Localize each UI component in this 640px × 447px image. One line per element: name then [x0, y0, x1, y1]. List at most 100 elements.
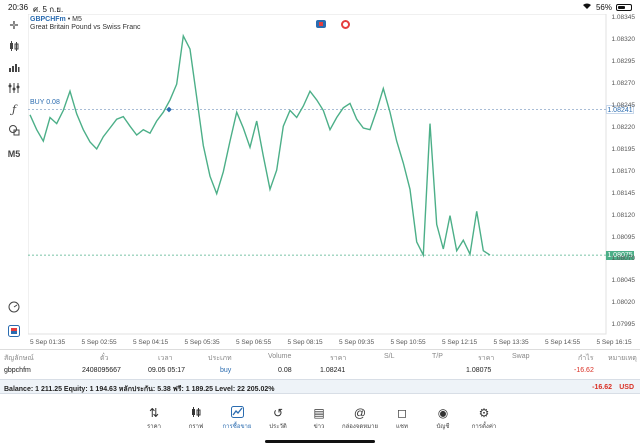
- clock: 20:36: [8, 3, 29, 12]
- nav-history-label: ประวัติ: [269, 424, 287, 430]
- price-series-line: [29, 33, 491, 258]
- plot-border: [28, 14, 607, 335]
- function-icon[interactable]: ƒ: [11, 102, 17, 116]
- timeframe-button[interactable]: M5: [7, 149, 21, 159]
- home-indicator: [265, 440, 375, 443]
- header-price: ราคา: [330, 355, 347, 362]
- nav-quotes-label: ราคา: [147, 424, 161, 430]
- broker-logo-icon[interactable]: [6, 324, 22, 338]
- header-comment: หมายเหตุ: [608, 355, 637, 362]
- y-tick-label: 1.08220: [611, 123, 636, 131]
- header-ticket: ตั๋ว: [100, 355, 109, 362]
- history-icon: ↺: [272, 406, 284, 420]
- nav-trade[interactable]: การซื้อขาย: [217, 406, 257, 431]
- header-current-price: ราคา: [478, 355, 495, 362]
- nav-chat[interactable]: ◻ แชท: [382, 406, 422, 431]
- y-tick-label: 1.08070: [611, 255, 636, 263]
- charts-icon: [176, 406, 216, 421]
- chart-symbol-description: Great Britain Pound vs Swiss Franc: [30, 24, 141, 31]
- y-tick-label: 1.08095: [611, 233, 636, 241]
- chat-icon: ◻: [397, 406, 407, 420]
- y-tick-label: 1.08020: [611, 299, 636, 307]
- status-right: 56%: [582, 2, 632, 12]
- buy-entry-marker: [166, 106, 172, 113]
- accounts-icon: ◉: [437, 406, 449, 420]
- nav-mailbox-label: กล่องจดหมาย: [341, 424, 379, 430]
- nav-news-label: ข่าว: [313, 424, 325, 430]
- x-tick-label: 5 Sep 04:15: [133, 339, 169, 346]
- row-volume: 0.08: [278, 367, 292, 374]
- y-tick-label: 1.08295: [611, 58, 636, 66]
- quotes-icon: ⇅: [148, 406, 160, 420]
- table-row[interactable]: gbpchfm 2408095667 09.05 05:17 buy 0.08 …: [0, 364, 640, 378]
- nav-charts-label: กราฟ: [188, 424, 204, 430]
- row-symbol: gbpchfm: [4, 367, 31, 374]
- y-tick-label: 1.08045: [611, 277, 636, 285]
- candles-icon[interactable]: [6, 39, 22, 53]
- x-tick-label: 5 Sep 06:55: [236, 339, 272, 346]
- y-tick-label: 1.08120: [611, 211, 636, 219]
- header-type: ประเภท: [208, 355, 232, 362]
- mailbox-icon: @: [353, 406, 367, 420]
- row-ticket: 2408095667: [82, 367, 121, 374]
- header-swap: Swap: [512, 353, 530, 360]
- chart-speed-icon[interactable]: [6, 300, 22, 314]
- row-current-price: 1.08075: [466, 367, 492, 374]
- x-tick-label: 5 Sep 08:15: [287, 339, 323, 346]
- x-tick-label: 5 Sep 02:55: [81, 339, 117, 346]
- objects-icon[interactable]: [6, 123, 22, 137]
- y-tick-label: 1.08245: [611, 102, 636, 110]
- account-summary: Balance: 1 211.25 Equity: 1 194.63 หลักป…: [0, 379, 640, 394]
- crosshair-icon[interactable]: ✛: [9, 19, 19, 32]
- settings-icon: ⚙: [478, 406, 490, 420]
- row-time: 09.05 05:17: [148, 367, 185, 374]
- trade-icon: [217, 406, 257, 421]
- chart-symbol-title: GBPCHFm • M5: [30, 16, 82, 23]
- trade-signal-icon[interactable]: [341, 20, 350, 29]
- y-tick-label: 1.08145: [611, 189, 636, 197]
- bottom-nav: ⇅ ราคา กราฟ การซื้อขาย ↺ ประวัติ ▤ ข่าว @ กล…: [0, 400, 640, 447]
- one-click-trading-icon[interactable]: [316, 20, 326, 28]
- buy-price-tag: 1.08241: [606, 105, 634, 115]
- y-tick-label: 1.08345: [611, 14, 636, 22]
- battery-percent: 56%: [595, 2, 612, 12]
- nav-accounts[interactable]: ◉ บัญชี: [423, 406, 463, 431]
- balance-text: Balance: 1 211.25 Equity: 1 194.63 หลักป…: [4, 386, 275, 393]
- y-tick-label: 1.07995: [611, 321, 636, 329]
- battery-fill: [618, 5, 625, 9]
- row-open-price: 1.08241: [320, 367, 346, 374]
- x-tick-label: 5 Sep 12:15: [442, 339, 478, 346]
- date: ศ. 5 ก.ย.: [33, 5, 64, 14]
- nav-mailbox[interactable]: @ กล่องจดหมาย: [340, 406, 380, 431]
- total-profit: -16.62: [592, 384, 612, 391]
- status-bar: 20:36 ศ. 5 ก.ย. 56%: [0, 0, 640, 14]
- nav-trade-label: การซื้อขาย: [222, 424, 252, 430]
- nav-accounts-label: บัญชี: [436, 424, 450, 430]
- header-sl: S/L: [384, 353, 395, 360]
- nav-settings[interactable]: ⚙ การตั้งค่า: [464, 406, 504, 431]
- header-symbol: สัญลักษณ์: [4, 355, 34, 362]
- news-icon: ▤: [313, 406, 325, 420]
- price-chart[interactable]: [28, 14, 640, 348]
- chart-toolbar: ✛ ƒ M5: [0, 14, 28, 344]
- nav-history[interactable]: ↺ ประวัติ: [258, 406, 298, 431]
- indicators-icon[interactable]: [6, 81, 22, 95]
- nav-charts[interactable]: กราฟ: [176, 406, 216, 431]
- nav-news[interactable]: ▤ ข่าว: [299, 406, 339, 431]
- header-volume: Volume: [268, 353, 292, 360]
- x-tick-label: 5 Sep 05:35: [184, 339, 220, 346]
- positions-table-header: สัญลักษณ์ ตั๋ว เวลา ประเภท Volume ราคา S…: [0, 349, 640, 363]
- y-tick-label: 1.08270: [611, 80, 636, 88]
- x-tick-label: 5 Sep 09:35: [339, 339, 375, 346]
- chart-symbol: GBPCHFm: [30, 16, 66, 23]
- position-buy-label: BUY 0.08: [30, 99, 60, 106]
- header-profit: กำไร: [578, 355, 594, 362]
- bar-chart-icon[interactable]: [6, 60, 22, 74]
- nav-settings-label: การตั้งค่า: [471, 424, 497, 430]
- battery-icon: [616, 3, 632, 11]
- bid-price-tag: 1.08075: [606, 250, 634, 260]
- y-tick-label: 1.08320: [611, 36, 636, 44]
- x-tick-label: 5 Sep 14:55: [545, 339, 581, 346]
- nav-quotes[interactable]: ⇅ ราคา: [134, 406, 174, 431]
- y-tick-label: 1.08195: [611, 145, 636, 153]
